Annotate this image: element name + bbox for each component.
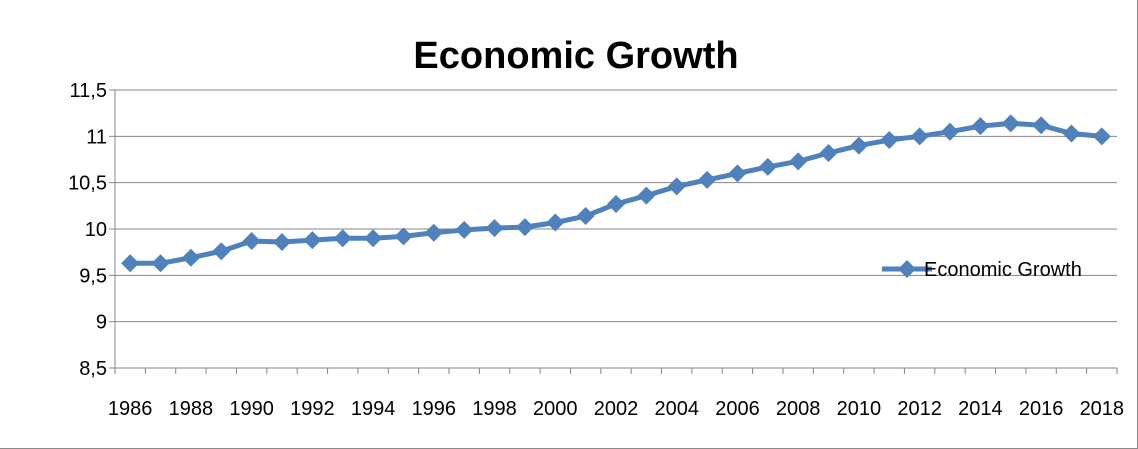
data-point bbox=[576, 207, 595, 226]
legend-label: Economic Growth bbox=[924, 259, 1082, 281]
x-tick-label: 1992 bbox=[290, 398, 335, 420]
legend-marker-diamond bbox=[898, 260, 916, 278]
x-tick-label: 2014 bbox=[958, 398, 1003, 420]
x-axis-tick-labels: 1986 1988 1990 1992 1994 1996 1998 2000 2002 2004… bbox=[108, 398, 1124, 420]
data-point bbox=[1032, 116, 1051, 135]
x-tick-label: 1996 bbox=[412, 398, 457, 420]
data-point bbox=[364, 229, 383, 248]
data-point bbox=[880, 131, 899, 150]
y-tick-label: 11 bbox=[86, 126, 107, 148]
series-economic-growth bbox=[121, 114, 1111, 273]
y-tick-label: 8,5 bbox=[79, 358, 107, 380]
data-point bbox=[546, 213, 565, 232]
data-point bbox=[273, 232, 291, 251]
data-point bbox=[181, 248, 200, 267]
x-tick-label: 1994 bbox=[351, 398, 396, 420]
data-point bbox=[242, 232, 261, 251]
x-tick-label: 1986 bbox=[108, 398, 153, 420]
data-point bbox=[637, 186, 656, 205]
y-axis-tick-labels: 8,5 9 9,5 10 10,5 11 11,5 bbox=[68, 80, 107, 380]
data-point bbox=[151, 254, 170, 273]
data-point bbox=[971, 117, 990, 136]
y-tick-label: 10 bbox=[85, 219, 107, 241]
x-tick-label: 2000 bbox=[533, 398, 578, 420]
data-point bbox=[728, 164, 747, 183]
data-point bbox=[910, 127, 929, 146]
data-point bbox=[667, 177, 686, 196]
data-point bbox=[819, 144, 838, 163]
data-point bbox=[941, 122, 959, 141]
data-point bbox=[1092, 127, 1111, 146]
x-tick-label: 2012 bbox=[897, 398, 942, 420]
data-point bbox=[455, 220, 474, 239]
x-tick-label: 1998 bbox=[472, 398, 517, 420]
axes bbox=[109, 89, 1118, 374]
data-point bbox=[424, 223, 443, 242]
data-point bbox=[789, 152, 808, 171]
data-point bbox=[303, 231, 322, 250]
chart-title: Economic Growth bbox=[413, 35, 738, 77]
x-tick-label: 2008 bbox=[776, 398, 821, 420]
x-tick-label: 2002 bbox=[594, 398, 639, 420]
x-tick-label: 2010 bbox=[837, 398, 882, 420]
data-point bbox=[607, 194, 625, 213]
data-point bbox=[698, 170, 717, 189]
data-point bbox=[333, 229, 352, 248]
data-point bbox=[849, 136, 868, 155]
data-point bbox=[515, 218, 534, 237]
x-tick-label: 2004 bbox=[654, 398, 699, 420]
y-tick-label: 9,5 bbox=[79, 265, 107, 287]
y-tick-label: 9 bbox=[96, 312, 107, 334]
x-tick-label: 2006 bbox=[715, 398, 760, 420]
x-tick-label: 1990 bbox=[229, 398, 274, 420]
y-tick-label: 10,5 bbox=[68, 173, 107, 195]
x-tick-label: 1988 bbox=[169, 398, 214, 420]
data-point bbox=[485, 219, 504, 238]
data-point bbox=[1062, 124, 1081, 143]
x-tick-label: 2018 bbox=[1080, 398, 1125, 420]
data-point bbox=[758, 157, 777, 176]
x-tick-label: 2016 bbox=[1019, 398, 1064, 420]
data-point bbox=[394, 227, 413, 246]
data-point bbox=[1001, 114, 1020, 133]
data-point bbox=[121, 254, 140, 273]
legend: Economic Growth bbox=[882, 259, 1082, 281]
y-tick-label: 11,5 bbox=[70, 80, 107, 102]
data-point bbox=[212, 242, 231, 261]
